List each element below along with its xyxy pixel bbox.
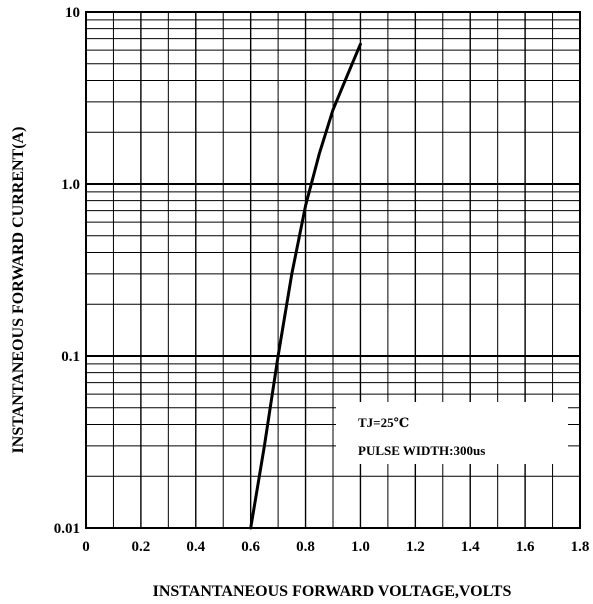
y-axis-title: INSTANTANEOUS FORWARD CURRENT(A) (10, 127, 27, 454)
annotation-pulse-width: PULSE WIDTH:300us (358, 443, 485, 458)
x-tick-label: 1.2 (406, 539, 425, 555)
x-tick-label: 1.4 (461, 539, 480, 555)
annotation-box (336, 402, 568, 464)
y-tick-labels: 0.01 0.1 1.0 10 (54, 5, 80, 537)
x-tick-label: 0.2 (132, 539, 151, 555)
x-tick-label: 0.6 (241, 539, 260, 555)
x-tick-label: 1.8 (571, 539, 590, 555)
y-tick-label: 0.1 (61, 349, 80, 365)
y-tick-label: 0.01 (54, 521, 80, 537)
x-tick-label: 1.0 (351, 539, 370, 555)
plot-frame (85, 11, 581, 529)
x-tick-labels: 0 0.2 0.4 0.6 0.8 1.0 1.2 1.4 1.6 1.8 (82, 539, 589, 555)
x-axis-title: INSTANTANEOUS FORWARD VOLTAGE,VOLTS (153, 583, 512, 600)
series-group (249, 42, 362, 530)
horizontal-gridlines (86, 19, 580, 477)
y-tick-label: 10 (65, 5, 80, 21)
annotation-junction-temp: TJ=25℃ (358, 415, 409, 430)
x-tick-label: 0 (82, 539, 90, 555)
series-line-0 (249, 42, 362, 530)
x-tick-label: 0.8 (296, 539, 315, 555)
y-tick-label: 1.0 (61, 177, 80, 193)
x-tick-label: 0.4 (186, 539, 205, 555)
x-tick-label: 1.6 (516, 539, 535, 555)
